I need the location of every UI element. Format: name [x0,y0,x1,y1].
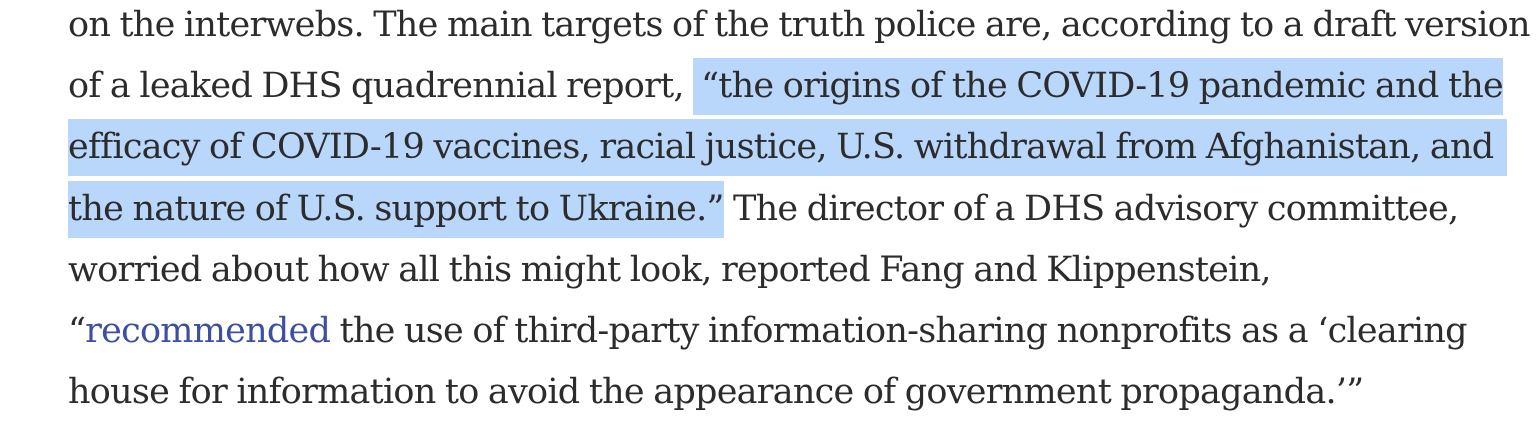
selected-quote-part-1[interactable]: “the origins of the COVID-19 pandemic an… [693,58,1504,116]
text-line-6: “recommended the use of third-party info… [68,301,1518,362]
text-line-4-plain: The director of a DHS advisory committee… [723,188,1459,229]
selected-quote-part-3[interactable]: the nature of U.S. support to Ukraine.” [68,180,724,238]
text-line-3: efficacy of COVID-19 vaccines, racial ju… [68,117,1518,178]
recommended-link[interactable]: recommended [85,310,331,351]
text-line-7: house for information to avoid the appea… [68,372,1364,413]
text-line-1: on the interwebs. The main targets of th… [68,5,1531,45]
text-line-4: the nature of U.S. support to Ukraine.” … [68,179,1518,240]
text-line-5: worried about how all this might look, r… [68,249,1271,290]
text-line-2: of a leaked DHS quadrennial report, “the… [68,56,1518,117]
text-line-2-plain: of a leaked DHS quadrennial report, [68,66,694,107]
selected-quote-part-2[interactable]: efficacy of COVID-19 vaccines, racial ju… [68,119,1508,177]
article-paragraph: on the interwebs. The main targets of th… [68,0,1531,423]
open-quote: “ [68,310,86,351]
text-line-6-rest: the use of third-party information-shari… [330,310,1468,351]
